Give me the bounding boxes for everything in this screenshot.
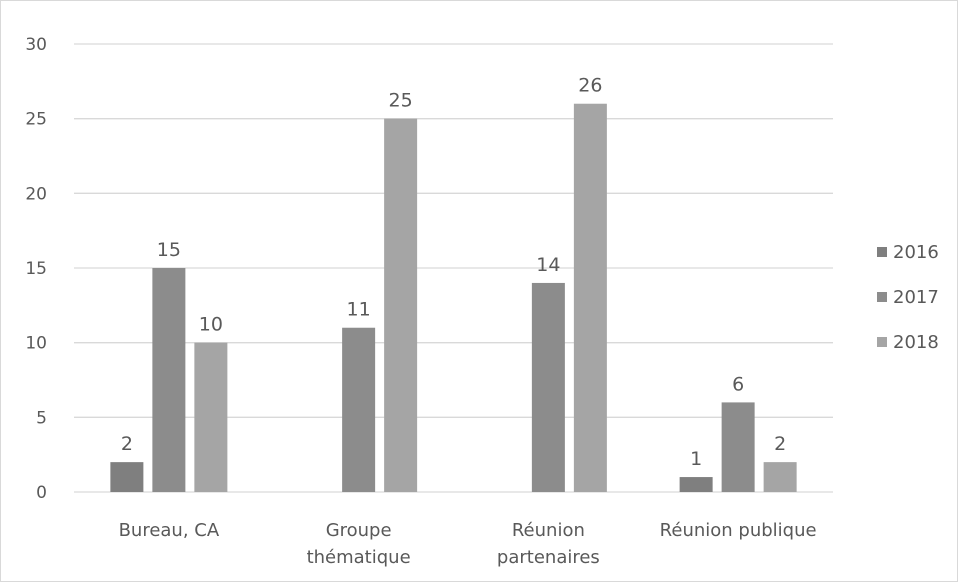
y-tick-label-15: 15	[25, 259, 47, 279]
bar-2017-cat-1	[342, 327, 376, 492]
y-tick-label-10: 10	[25, 334, 47, 354]
category-label-3: Réunion publique	[660, 520, 817, 541]
category-label-2-line-1: partenaires	[497, 547, 600, 568]
bars	[110, 103, 797, 493]
data-label-2016-cat-3: 1	[690, 448, 702, 470]
x-axis-category-labels: Bureau, CA Groupe thématique Réunion partena…	[119, 520, 817, 568]
data-label-2016-cat-0: 2	[121, 433, 133, 455]
y-tick-label-5: 5	[36, 408, 47, 428]
legend-label-2017: 2017	[893, 287, 939, 308]
data-label-2018-cat-1: 25	[389, 90, 413, 112]
data-label-2017-cat-2: 14	[536, 254, 560, 276]
y-axis-tick-labels: 0 5 10 15 20 25 30	[25, 35, 47, 503]
gridlines	[74, 43, 833, 493]
data-label-2018-cat-2: 26	[578, 75, 602, 97]
bar-2018-cat-3	[763, 462, 797, 492]
data-label-2017-cat-1: 11	[347, 299, 371, 321]
bar-2018-cat-2	[573, 103, 607, 492]
bar-2017-cat-0	[152, 268, 186, 492]
data-labels: 2 1 15 11 14 6 10 25 26 2	[121, 75, 786, 470]
data-label-2017-cat-3: 6	[732, 373, 744, 395]
bar-2016-cat-3	[679, 477, 713, 492]
legend-swatch-2016	[877, 247, 887, 257]
y-tick-label-0: 0	[36, 483, 47, 503]
bar-2018-cat-0	[194, 342, 228, 492]
legend-label-2018: 2018	[893, 332, 939, 353]
legend-label-2016: 2016	[893, 242, 939, 263]
legend: 2016 2017 2018	[877, 242, 939, 353]
legend-swatch-2018	[877, 337, 887, 347]
category-label-0: Bureau, CA	[119, 520, 220, 541]
data-label-2018-cat-3: 2	[774, 433, 786, 455]
bar-2018-cat-1	[384, 118, 418, 493]
y-tick-label-25: 25	[25, 110, 47, 130]
bar-2017-cat-2	[531, 282, 565, 492]
data-label-2018-cat-0: 10	[199, 314, 223, 336]
legend-swatch-2017	[877, 292, 887, 302]
y-tick-label-30: 30	[25, 35, 47, 55]
y-tick-label-20: 20	[25, 184, 47, 204]
data-label-2017-cat-0: 15	[157, 239, 181, 261]
category-label-1-line-1: thématique	[307, 547, 411, 568]
category-label-1-line-0: Groupe	[326, 520, 392, 541]
category-label-2-line-0: Réunion	[512, 520, 585, 541]
bar-2016-cat-0	[110, 462, 144, 492]
bar-2017-cat-3	[721, 402, 755, 492]
